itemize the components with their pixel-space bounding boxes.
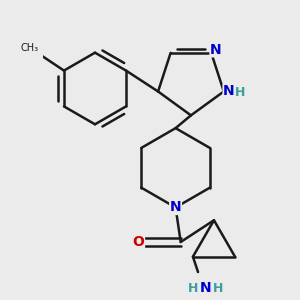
Text: N: N (170, 200, 182, 214)
Text: N: N (223, 85, 235, 98)
Text: H: H (213, 282, 223, 295)
Text: N: N (210, 43, 222, 57)
Text: H: H (188, 282, 198, 295)
Text: O: O (133, 235, 144, 249)
Text: H: H (235, 86, 246, 99)
Text: CH₃: CH₃ (20, 43, 38, 53)
Text: N: N (200, 281, 211, 295)
